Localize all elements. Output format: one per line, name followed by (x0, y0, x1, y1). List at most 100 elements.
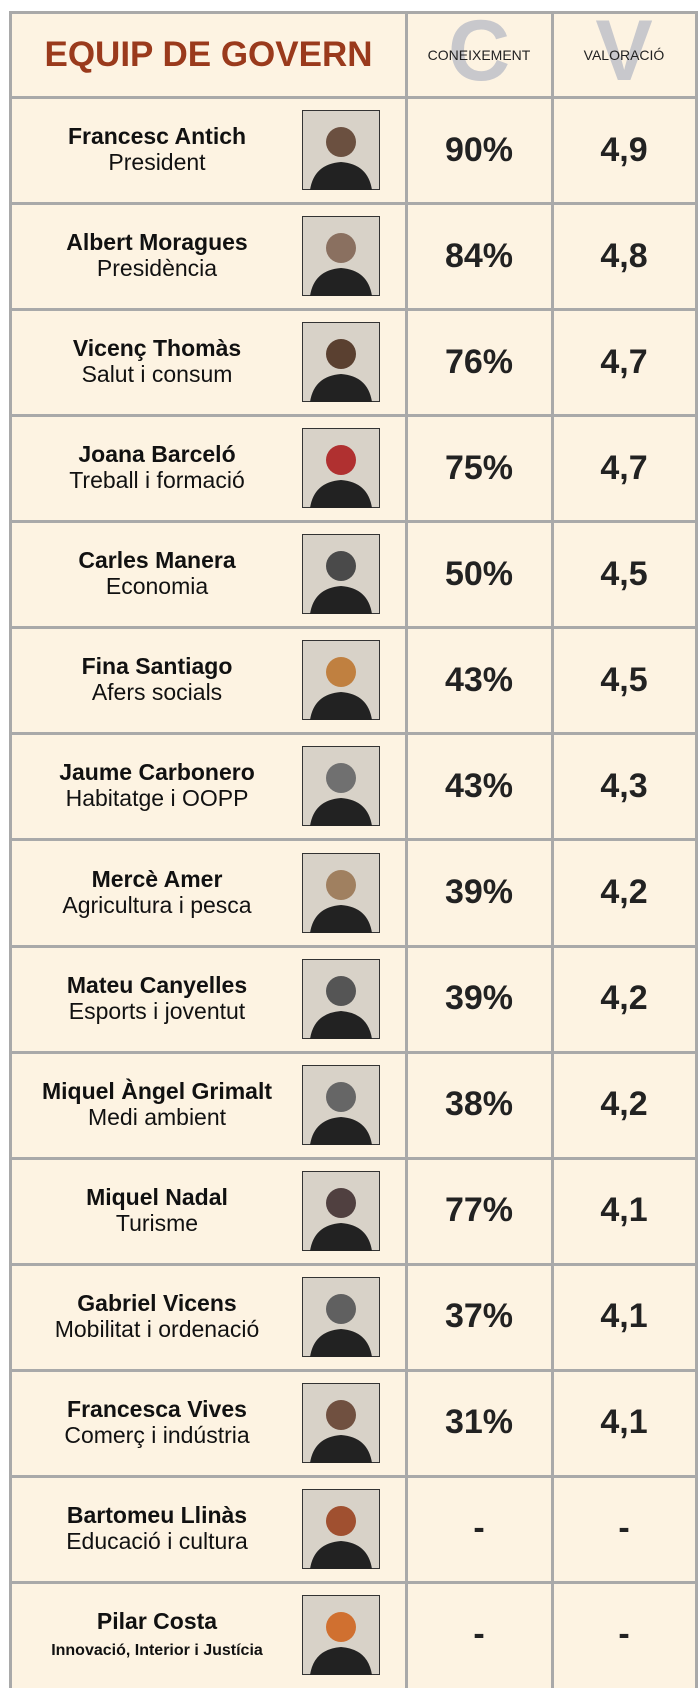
column-label: VALORACIÓ (583, 47, 665, 63)
member-role: Mobilitat i ordenació (54, 1315, 260, 1342)
rating-value: 4,3 (600, 766, 648, 805)
member-role: Innovació, Interior i Justícia (51, 1641, 263, 1659)
member-name: Fina Santiago (81, 653, 233, 680)
photo-placeholder (302, 1488, 380, 1569)
member-name: Miquel Àngel Grimalt (41, 1077, 273, 1104)
member-name: Mercè Amer (91, 865, 223, 892)
member-name-block: Vicenç Thomàs Salut i consum (11, 335, 303, 387)
member-name-block: Gabriel Vicens Mobilitat i ordenació (11, 1290, 303, 1342)
grid-line (9, 838, 698, 842)
knowledge-value: 90% (444, 130, 514, 169)
grid-line (9, 414, 698, 418)
member-name-block: Albert Moragues Presidència (11, 229, 303, 281)
knowledge-value: - (473, 1509, 485, 1548)
photo-placeholder (302, 640, 380, 721)
rating-value: 4,5 (600, 660, 648, 699)
photo-placeholder (302, 1064, 380, 1145)
member-name: Jaume Carbonero (59, 759, 255, 786)
photo-placeholder (302, 428, 380, 509)
grid-line (9, 626, 698, 630)
grid-line (9, 308, 698, 312)
member-photo (302, 1276, 380, 1357)
member-role: President (108, 149, 206, 176)
member-role: Afers socials (91, 679, 223, 706)
rating-value: 4,1 (600, 1297, 648, 1336)
member-photo (302, 640, 380, 721)
column-letter: C (447, 2, 511, 99)
grid-line (9, 11, 698, 14)
member-photo (302, 1170, 380, 1251)
member-name-block: Pilar Costa Innovació, Interior i Justíci… (11, 1608, 303, 1664)
member-name-block: Mateu Canyelles Esports i joventut (11, 972, 303, 1024)
grid-line (9, 1580, 698, 1584)
member-name-block: Jaume Carbonero Habitatge i OOPP (11, 759, 303, 811)
member-photo (302, 428, 380, 509)
photo-placeholder (302, 322, 380, 403)
member-photo (302, 1488, 380, 1569)
knowledge-value: 31% (444, 1403, 514, 1442)
grid-line (9, 1474, 698, 1478)
member-photo (302, 216, 380, 297)
photo-placeholder (302, 852, 380, 933)
member-name: Pilar Costa (96, 1607, 218, 1634)
photo-placeholder (302, 1170, 380, 1251)
knowledge-value: 43% (444, 766, 514, 805)
member-role: Esports i joventut (68, 997, 246, 1024)
member-name: Albert Moragues (66, 229, 248, 256)
member-name: Carles Manera (78, 547, 236, 574)
member-photo (302, 1382, 380, 1463)
member-photo (302, 1594, 380, 1675)
rating-value: 4,7 (600, 342, 648, 381)
member-name: Joana Barceló (78, 441, 236, 468)
photo-placeholder (302, 1382, 380, 1463)
rating-value: 4,2 (600, 1085, 648, 1124)
member-role: Agricultura i pesca (62, 891, 252, 918)
member-name-block: Miquel Nadal Turisme (11, 1184, 303, 1236)
member-name-block: Miquel Àngel Grimalt Medi ambient (11, 1078, 303, 1130)
member-photo (302, 852, 380, 933)
member-name-block: Bartomeu Llinàs Educació i cultura (11, 1502, 303, 1554)
knowledge-value: 75% (444, 448, 514, 487)
member-role: Salut i consum (81, 361, 233, 388)
photo-placeholder (302, 746, 380, 827)
rating-value: 4,8 (600, 236, 648, 275)
knowledge-value: 37% (444, 1297, 514, 1336)
grid-line (9, 96, 698, 99)
grid-line (9, 202, 698, 206)
knowledge-value: 43% (444, 660, 514, 699)
member-name: Vicenç Thomàs (72, 335, 242, 362)
rating-value: 4,9 (600, 130, 648, 169)
grid-line (405, 11, 408, 1688)
member-name: Gabriel Vicens (77, 1289, 237, 1316)
grid-line (9, 1156, 698, 1160)
grid-line (551, 11, 554, 1688)
rating-value: 4,2 (600, 979, 648, 1018)
member-photo (302, 110, 380, 191)
member-name-block: Joana Barceló Treball i formació (11, 441, 303, 493)
grid-line (9, 520, 698, 524)
member-photo (302, 534, 380, 615)
member-role: Medi ambient (87, 1103, 227, 1130)
photo-placeholder (302, 958, 380, 1039)
member-role: Presidència (96, 255, 218, 282)
grid-line (9, 1262, 698, 1266)
photo-placeholder (302, 1594, 380, 1675)
photo-placeholder (302, 1276, 380, 1357)
member-name: Francesca Vives (67, 1395, 247, 1422)
member-name-block: Francesc Antich President (11, 123, 303, 175)
rating-value: 4,1 (600, 1403, 648, 1442)
member-name: Bartomeu Llinàs (66, 1501, 248, 1528)
member-photo (302, 958, 380, 1039)
rating-value: - (618, 1615, 630, 1654)
member-role: Treball i formació (69, 467, 245, 494)
rating-value: 4,1 (600, 1191, 648, 1230)
member-photo (302, 746, 380, 827)
knowledge-value: 50% (444, 554, 514, 593)
member-name-block: Carles Manera Economia (11, 547, 303, 599)
member-role: Economia (105, 573, 209, 600)
rating-value: - (618, 1509, 630, 1548)
member-name: Mateu Canyelles (66, 971, 248, 998)
member-name-block: Francesca Vives Comerç i indústria (11, 1396, 303, 1448)
photo-placeholder (302, 534, 380, 615)
